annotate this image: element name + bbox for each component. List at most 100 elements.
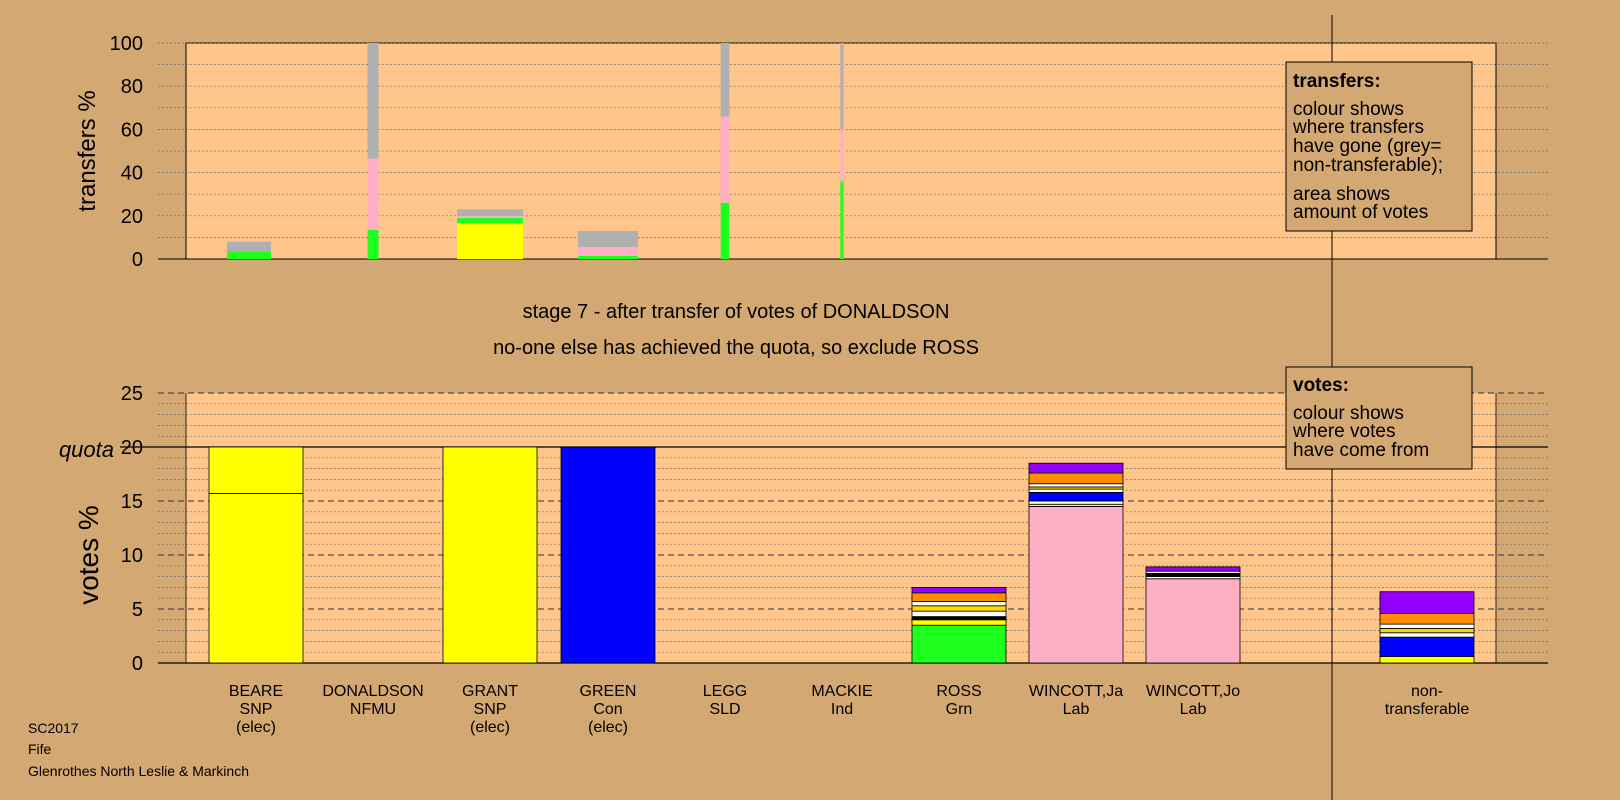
transfer-segment — [457, 223, 523, 259]
vote-segment — [1028, 505, 1124, 664]
transfer-segment — [227, 241, 271, 252]
candidate-label: Grn — [946, 701, 973, 718]
votes-gridlines — [120, 392, 1548, 664]
vote-segment — [1379, 591, 1475, 614]
transfers-legend-line: amount of votes — [1293, 202, 1428, 223]
transfers-legend-line: have gone (grey= — [1293, 136, 1441, 157]
votes-legend-line: have come from — [1293, 440, 1429, 461]
candidate-label: transferable — [1385, 701, 1470, 718]
footer-election: SC2017 — [28, 720, 79, 736]
votes-legend-box — [1285, 366, 1473, 470]
transfers-legend: transfers: colour shows where transfers … — [1285, 61, 1473, 232]
candidate-label: MACKIE — [811, 683, 872, 700]
vote-segment — [1379, 632, 1475, 638]
vote-segment — [1379, 636, 1475, 657]
vote-segment — [911, 619, 1007, 626]
transfer-segment — [720, 116, 730, 203]
vote-segment — [1028, 472, 1124, 485]
transfer-segment — [457, 215, 523, 218]
transfers-legend-line: non-transferable); — [1293, 155, 1443, 176]
vote-segment — [911, 624, 1007, 664]
transfer-segment — [367, 158, 379, 230]
vote-segment — [208, 493, 304, 664]
votes-legend-title: votes: — [1293, 375, 1349, 396]
candidate-label: GREEN — [580, 683, 637, 700]
votes-legend: votes: colour shows where votes have com… — [1285, 366, 1473, 470]
transfer-segment — [840, 43, 844, 130]
transfer-segment — [367, 229, 379, 259]
candidate-label: GRANT — [462, 683, 518, 700]
quota-label: quota — [59, 437, 114, 462]
stage-title: stage 7 - after transfer of votes of DON… — [523, 301, 950, 323]
transfers-gridlines — [158, 42, 1548, 260]
transfers-legend-line: where transfers — [1292, 117, 1424, 138]
transfers-y-tick-label: 40 — [121, 163, 143, 185]
transfer-segment — [577, 247, 639, 256]
transfers-panel: 0 20 40 60 80 100 transfers % — [74, 33, 1548, 271]
vote-segment — [208, 446, 304, 494]
vote-segment — [911, 605, 1007, 612]
candidate-label: ROSS — [936, 683, 981, 700]
transfers-y-tick-label: 100 — [110, 33, 143, 55]
transfer-segment — [457, 217, 523, 224]
candidate-label: SNP — [474, 701, 507, 718]
votes-y-tick-label: 5 — [132, 599, 143, 621]
votes-y-tick-label: 20 — [121, 437, 143, 459]
candidate-label: WINCOTT,Jo — [1146, 683, 1240, 700]
transfers-y-tick-label: 0 — [132, 249, 143, 271]
vote-segment — [1028, 491, 1124, 502]
candidate-label: non- — [1411, 683, 1443, 700]
transfers-y-axis-label: transfers % — [74, 90, 101, 211]
vote-segment — [1379, 628, 1475, 634]
votes-y-tick-label: 15 — [121, 491, 143, 513]
candidate-label: SNP — [240, 701, 273, 718]
candidate-label: NFMU — [350, 701, 396, 718]
votes-legend-line: colour shows — [1293, 403, 1404, 424]
vote-segment — [1028, 500, 1124, 505]
transfers-legend-box — [1285, 61, 1473, 232]
vote-segment — [1145, 578, 1241, 664]
vote-segment — [1379, 612, 1475, 625]
transfers-legend-line: colour shows — [1293, 99, 1404, 120]
vote-segment — [1028, 488, 1124, 493]
vote-segment — [1028, 462, 1124, 474]
votes-y-ticks: 0 5 10 15 20 25 — [121, 383, 143, 675]
vote-segment — [1028, 483, 1124, 488]
candidate-label: Lab — [1180, 701, 1207, 718]
footer-ward: Glenrothes North Leslie & Markinch — [28, 763, 249, 779]
vote-segment — [911, 592, 1007, 602]
transfers-y-tick-label: 80 — [121, 76, 143, 98]
vote-segment — [442, 446, 538, 664]
transfers-y-ticks: 0 20 40 60 80 100 — [110, 33, 143, 271]
transfer-segment — [720, 43, 730, 117]
candidate-label: Ind — [831, 701, 853, 718]
footer-council: Fife — [28, 741, 52, 757]
candidate-label: BEARE — [229, 683, 283, 700]
votes-y-axis-label: votes % — [73, 505, 104, 605]
votes-y-tick-label: 0 — [132, 653, 143, 675]
votes-legend-line: where votes — [1292, 421, 1395, 442]
transfer-segment — [227, 251, 271, 259]
candidate-label: WINCOTT,Ja — [1029, 683, 1123, 700]
candidate-label: (elec) — [470, 719, 510, 736]
vote-segment — [1145, 566, 1241, 572]
transfer-segment — [457, 209, 523, 216]
votes-y-tick-label: 25 — [121, 383, 143, 405]
vote-segment — [1145, 572, 1241, 577]
vote-segment — [560, 446, 656, 664]
candidate-label: (elec) — [588, 719, 628, 736]
transfer-segment — [840, 181, 844, 259]
transfers-legend-title: transfers: — [1293, 71, 1381, 92]
candidate-label: SLD — [709, 701, 740, 718]
vote-segment — [911, 610, 1007, 617]
candidate-label: (elec) — [236, 719, 276, 736]
candidate-label: Lab — [1063, 701, 1090, 718]
candidate-label: LEGG — [703, 683, 747, 700]
candidate-labels: BEARESNP(elec)DONALDSONNFMUGRANTSNP(elec… — [229, 683, 1469, 736]
transfer-segment — [577, 255, 639, 259]
transfer-segment — [367, 43, 379, 159]
stage-decision: no-one else has achieved the quota, so e… — [493, 337, 979, 359]
transfers-y-tick-label: 60 — [121, 119, 143, 141]
